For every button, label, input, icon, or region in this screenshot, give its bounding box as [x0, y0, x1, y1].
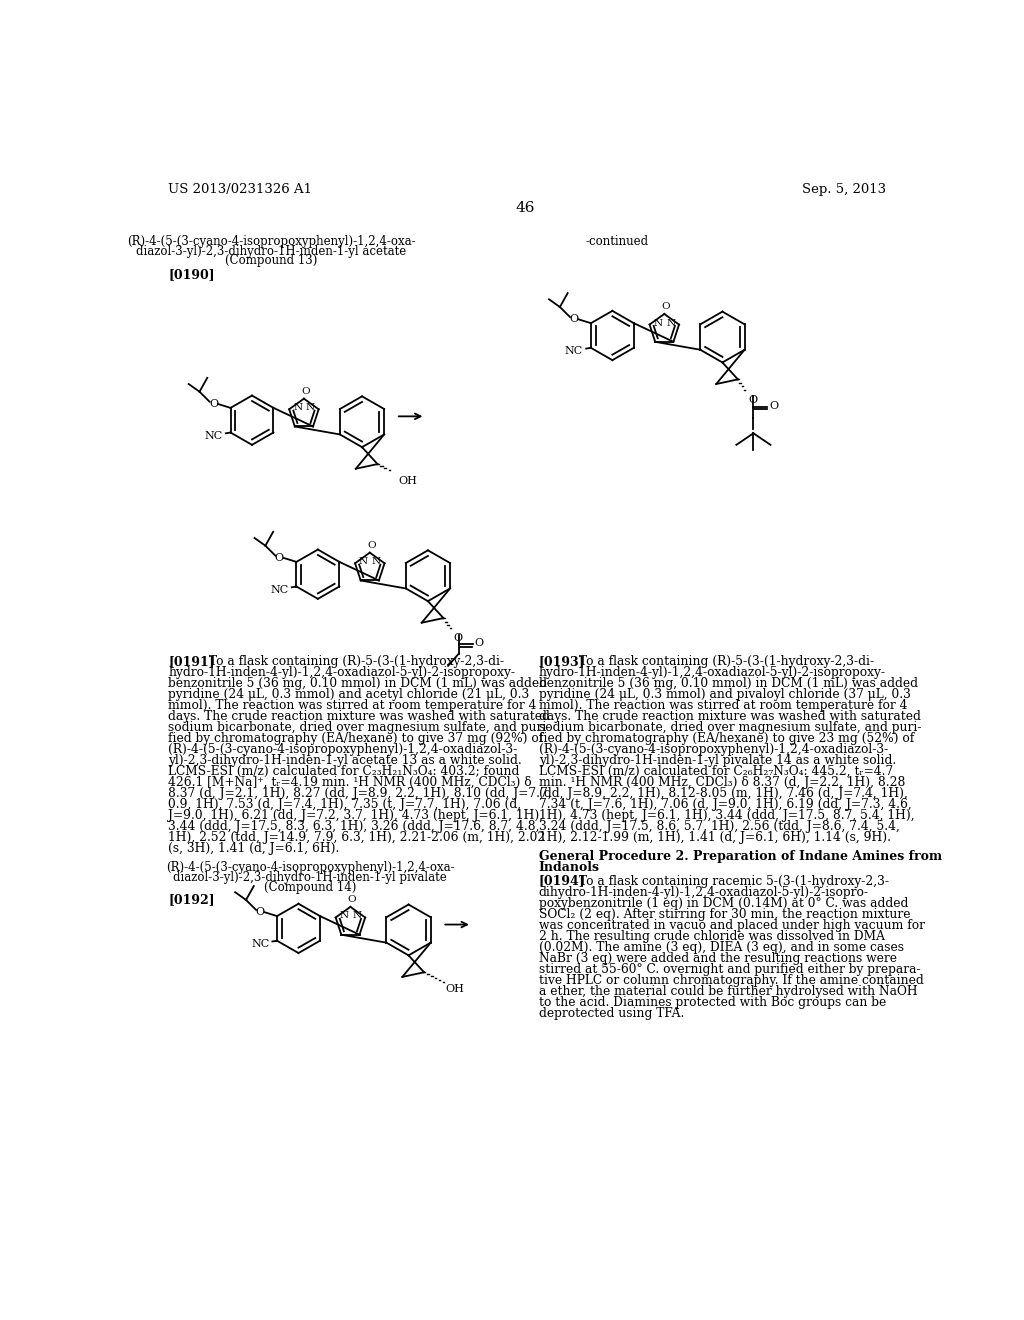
Text: dihydro-1H-inden-4-yl)-1,2,4-oxadiazol-5-yl)-2-isopro-: dihydro-1H-inden-4-yl)-1,2,4-oxadiazol-5… — [539, 886, 868, 899]
Text: yl)-2,3-dihydro-1H-inden-1-yl acetate 13 as a white solid.: yl)-2,3-dihydro-1H-inden-1-yl acetate 13… — [168, 754, 522, 767]
Text: mmol). The reaction was stirred at room temperature for 4: mmol). The reaction was stirred at room … — [168, 700, 537, 711]
Text: OH: OH — [445, 983, 464, 994]
Text: O: O — [769, 401, 778, 412]
Text: [0193]: [0193] — [539, 655, 586, 668]
Text: (R)-4-(5-(3-cyano-4-isopropoxyphenyl)-1,2,4-oxadiazol-3-: (R)-4-(5-(3-cyano-4-isopropoxyphenyl)-1,… — [539, 743, 888, 756]
Text: 8.37 (d, J=2.1, 1H), 8.27 (dd, J=8.9, 2.2, 1H), 8.10 (dd, J=7.7,: 8.37 (d, J=2.1, 1H), 8.27 (dd, J=8.9, 2.… — [168, 787, 552, 800]
Text: To a flask containing (R)-5-(3-(1-hydroxy-2,3-di-: To a flask containing (R)-5-(3-(1-hydrox… — [209, 655, 504, 668]
Text: N: N — [653, 318, 663, 327]
Text: -continued: -continued — [586, 235, 648, 248]
Text: poxybenzonitrile (1 eq) in DCM (0.14M) at 0° C. was added: poxybenzonitrile (1 eq) in DCM (0.14M) a… — [539, 896, 908, 909]
Text: O: O — [301, 387, 310, 396]
Text: O: O — [662, 302, 670, 312]
Text: 46: 46 — [515, 201, 535, 215]
Text: General Procedure 2. Preparation of Indane Amines from: General Procedure 2. Preparation of Inda… — [539, 850, 942, 863]
Text: diazol-3-yl)-2,3-dihydro-1H-inden-1-yl acetate: diazol-3-yl)-2,3-dihydro-1H-inden-1-yl a… — [136, 244, 407, 257]
Text: NC: NC — [270, 585, 289, 594]
Text: O: O — [255, 907, 264, 917]
Text: (R)-4-(5-(3-cyano-4-isopropoxyphenyl)-1,2,4-oxa-: (R)-4-(5-(3-cyano-4-isopropoxyphenyl)-1,… — [166, 861, 455, 874]
Text: O: O — [348, 895, 356, 904]
Text: [0191]: [0191] — [168, 655, 215, 668]
Text: O: O — [569, 314, 579, 325]
Text: hydro-1H-inden-4-yl)-1,2,4-oxadiazol-5-yl)-2-isopropoxy-: hydro-1H-inden-4-yl)-1,2,4-oxadiazol-5-y… — [168, 667, 515, 678]
Text: yl)-2,3-dihydro-1H-inden-1-yl pivalate 14 as a white solid.: yl)-2,3-dihydro-1H-inden-1-yl pivalate 1… — [539, 754, 896, 767]
Text: O: O — [367, 541, 376, 549]
Text: N: N — [372, 557, 381, 566]
Text: pyridine (24 μL, 0.3 mmol) and acetyl chloride (21 μL, 0.3: pyridine (24 μL, 0.3 mmol) and acetyl ch… — [168, 688, 529, 701]
Text: Sep. 5, 2013: Sep. 5, 2013 — [802, 183, 887, 197]
Text: N: N — [293, 403, 302, 412]
Text: SOCl₂ (2 eq). After stirring for 30 min, the reaction mixture: SOCl₂ (2 eq). After stirring for 30 min,… — [539, 908, 910, 920]
Text: days. The crude reaction mixture was washed with saturated: days. The crude reaction mixture was was… — [168, 710, 550, 723]
Text: [0194]: [0194] — [539, 875, 586, 887]
Text: NaBr (3 eq) were added and the resulting reactions were: NaBr (3 eq) were added and the resulting… — [539, 952, 897, 965]
Text: N: N — [340, 911, 349, 920]
Text: diazol-3-yl)-2,3-dihydro-1H-inden-1-yl pivalate: diazol-3-yl)-2,3-dihydro-1H-inden-1-yl p… — [173, 871, 447, 884]
Text: mmol). The reaction was stirred at room temperature for 4: mmol). The reaction was stirred at room … — [539, 700, 907, 711]
Text: To a flask containing (R)-5-(3-(1-hydroxy-2,3-di-: To a flask containing (R)-5-(3-(1-hydrox… — [579, 655, 874, 668]
Text: O: O — [209, 399, 218, 409]
Text: to the acid. Diamines protected with Boc groups can be: to the acid. Diamines protected with Boc… — [539, 995, 886, 1008]
Text: (s, 3H), 1.41 (d, J=6.1, 6H).: (s, 3H), 1.41 (d, J=6.1, 6H). — [168, 842, 340, 855]
Text: fied by chromatography (EA/hexane) to give 37 mg (92%) of: fied by chromatography (EA/hexane) to gi… — [168, 733, 544, 744]
Text: [0190]: [0190] — [168, 268, 215, 281]
Text: O: O — [454, 634, 463, 643]
Text: 1H), 2.12-1.99 (m, 1H), 1.41 (d, J=6.1, 6H), 1.14 (s, 9H).: 1H), 2.12-1.99 (m, 1H), 1.41 (d, J=6.1, … — [539, 832, 891, 845]
Text: deprotected using TFA.: deprotected using TFA. — [539, 1007, 684, 1020]
Text: (Compound 14): (Compound 14) — [264, 880, 356, 894]
Text: sodium bicarbonate, dried over magnesium sulfate, and puri-: sodium bicarbonate, dried over magnesium… — [168, 721, 551, 734]
Text: 3.44 (ddd, J=17.5, 8.3, 6.3, 1H), 3.26 (ddd, J=17.6, 8.7, 4.8,: 3.44 (ddd, J=17.5, 8.3, 6.3, 1H), 3.26 (… — [168, 820, 540, 833]
Text: N: N — [352, 911, 361, 920]
Text: [0192]: [0192] — [168, 894, 215, 907]
Text: benzonitrile 5 (36 mg, 0.10 mmol) in DCM (1 mL) was added: benzonitrile 5 (36 mg, 0.10 mmol) in DCM… — [168, 677, 547, 690]
Text: 426.1 [M+Na]⁺, tᵣ=4.19 min. ¹H NMR (400 MHz, CDCl₃) δ: 426.1 [M+Na]⁺, tᵣ=4.19 min. ¹H NMR (400 … — [168, 776, 531, 789]
Text: NC: NC — [565, 346, 583, 356]
Text: hydro-1H-inden-4-yl)-1,2,4-oxadiazol-5-yl)-2-isopropoxy-: hydro-1H-inden-4-yl)-1,2,4-oxadiazol-5-y… — [539, 667, 886, 678]
Text: pyridine (24 μL, 0.3 mmol) and pivaloyl chloride (37 μL, 0.3: pyridine (24 μL, 0.3 mmol) and pivaloyl … — [539, 688, 910, 701]
Text: was concentrated in vacuo and placed under high vacuum for: was concentrated in vacuo and placed und… — [539, 919, 925, 932]
Text: fied by chromatography (EA/hexane) to give 23 mg (52%) of: fied by chromatography (EA/hexane) to gi… — [539, 733, 914, 744]
Text: LCMS-ESI (m/z) calculated for C₂₃H₂₁N₃O₄: 403.2; found: LCMS-ESI (m/z) calculated for C₂₃H₂₁N₃O₄… — [168, 766, 519, 779]
Text: (R)-4-(5-(3-cyano-4-isopropoxyphenyl)-1,2,4-oxadiazol-3-: (R)-4-(5-(3-cyano-4-isopropoxyphenyl)-1,… — [168, 743, 517, 756]
Text: min. ¹H NMR (400 MHz, CDCl₃) δ 8.37 (d, J=2.2, 1H), 8.28: min. ¹H NMR (400 MHz, CDCl₃) δ 8.37 (d, … — [539, 776, 905, 789]
Text: 7.34 (t, J=7.6, 1H), 7.06 (d, J=9.0, 1H), 6.19 (dd, J=7.3, 4.6,: 7.34 (t, J=7.6, 1H), 7.06 (d, J=9.0, 1H)… — [539, 799, 911, 812]
Text: stirred at 55-60° C. overnight and purified either by prepara-: stirred at 55-60° C. overnight and purif… — [539, 962, 921, 975]
Text: tive HPLC or column chromatography. If the amine contained: tive HPLC or column chromatography. If t… — [539, 974, 924, 986]
Text: (0.02M). The amine (3 eq), DIEA (3 eq), and in some cases: (0.02M). The amine (3 eq), DIEA (3 eq), … — [539, 941, 904, 953]
Text: O: O — [274, 553, 284, 564]
Text: (dd, J=8.9, 2.2, 1H), 8.12-8.05 (m, 1H), 7.46 (d, J=7.4, 1H),: (dd, J=8.9, 2.2, 1H), 8.12-8.05 (m, 1H),… — [539, 787, 907, 800]
Text: 2 h. The resulting crude chloride was dissolved in DMA: 2 h. The resulting crude chloride was di… — [539, 929, 885, 942]
Text: 1H), 4.73 (hept, J=6.1, 1H), 3.44 (ddd, J=17.5, 8.7, 5.4, 1H),: 1H), 4.73 (hept, J=6.1, 1H), 3.44 (ddd, … — [539, 809, 914, 822]
Text: benzonitrile 5 (36 mg, 0.10 mmol) in DCM (1 mL) was added: benzonitrile 5 (36 mg, 0.10 mmol) in DCM… — [539, 677, 918, 690]
Text: N: N — [306, 403, 314, 412]
Text: (Compound 13): (Compound 13) — [225, 253, 317, 267]
Text: days. The crude reaction mixture was washed with saturated: days. The crude reaction mixture was was… — [539, 710, 921, 723]
Text: 1H), 2.52 (tdd, J=14.9, 7.9, 6.3, 1H), 2.21-2.06 (m, 1H), 2.02: 1H), 2.52 (tdd, J=14.9, 7.9, 6.3, 1H), 2… — [168, 832, 546, 845]
Text: Indanols: Indanols — [539, 861, 600, 874]
Text: N: N — [666, 318, 675, 327]
Text: 3.24 (ddd, J=17.5, 8.6, 5.7, 1H), 2.56 (tdd, J=8.6, 7.4, 5.4,: 3.24 (ddd, J=17.5, 8.6, 5.7, 1H), 2.56 (… — [539, 820, 900, 833]
Text: N: N — [359, 557, 368, 566]
Text: NC: NC — [251, 939, 269, 949]
Text: (R)-4-(5-(3-cyano-4-isopropoxyphenyl)-1,2,4-oxa-: (R)-4-(5-(3-cyano-4-isopropoxyphenyl)-1,… — [127, 235, 416, 248]
Text: 0.9, 1H), 7.53 (d, J=7.4, 1H), 7.35 (t, J=7.7, 1H), 7.06 (d,: 0.9, 1H), 7.53 (d, J=7.4, 1H), 7.35 (t, … — [168, 799, 521, 812]
Text: To a flask containing racemic 5-(3-(1-hydroxy-2,3-: To a flask containing racemic 5-(3-(1-hy… — [579, 875, 889, 887]
Text: US 2013/0231326 A1: US 2013/0231326 A1 — [168, 183, 312, 197]
Text: OH: OH — [398, 475, 418, 486]
Text: O: O — [748, 395, 757, 405]
Text: a ether, the material could be further hydrolysed with NaOH: a ether, the material could be further h… — [539, 985, 918, 998]
Text: sodium bicarbonate, dried over magnesium sulfate, and puri-: sodium bicarbonate, dried over magnesium… — [539, 721, 922, 734]
Text: J=9.0, 1H), 6.21 (dd, J=7.2, 3.7, 1H), 4.73 (hept, J=6.1, 1H),: J=9.0, 1H), 6.21 (dd, J=7.2, 3.7, 1H), 4… — [168, 809, 544, 822]
Text: O: O — [474, 639, 483, 648]
Text: LCMS-ESI (m/z) calculated for C₂₆H₂₇N₃O₄: 445.2, tᵣ=4.7: LCMS-ESI (m/z) calculated for C₂₆H₂₇N₃O₄… — [539, 766, 893, 779]
Text: NC: NC — [205, 430, 223, 441]
